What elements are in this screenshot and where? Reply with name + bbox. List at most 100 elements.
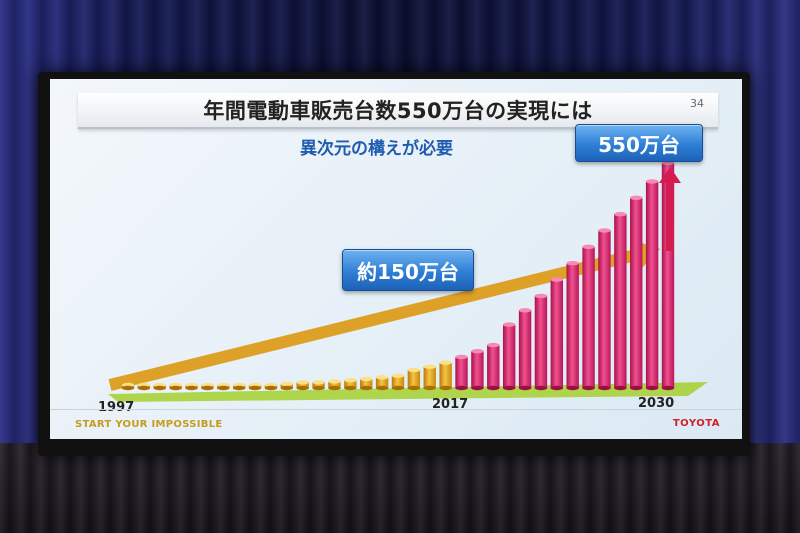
bar-base-2006 bbox=[264, 385, 278, 391]
up-arrow-shaft bbox=[666, 181, 674, 251]
bar-base-2030 bbox=[645, 385, 659, 391]
bar-2012 bbox=[360, 379, 373, 388]
bar-base-1999 bbox=[153, 385, 166, 391]
bar-base-1997 bbox=[121, 385, 135, 391]
bar-2027 bbox=[598, 230, 611, 388]
bar-2023 bbox=[534, 295, 548, 388]
bar-2018 bbox=[455, 356, 468, 388]
bar-top-2020 bbox=[487, 342, 500, 348]
bar-top-2011 bbox=[344, 378, 357, 383]
bar-2015 bbox=[407, 370, 421, 388]
bar-top-2015 bbox=[407, 367, 421, 373]
bar-2025 bbox=[566, 263, 579, 388]
bar-base-2000 bbox=[169, 385, 182, 391]
bar-base-2007 bbox=[280, 385, 294, 391]
bar-2020 bbox=[487, 345, 500, 388]
bar-base-2005 bbox=[248, 385, 262, 391]
bar-2022 bbox=[518, 310, 532, 388]
bar-top-2026 bbox=[582, 244, 595, 250]
bar-2008 bbox=[296, 382, 309, 388]
tick-label-2017: 2017 bbox=[432, 397, 469, 412]
tick-label-1997: 1997 bbox=[98, 400, 135, 415]
bar-base-2025 bbox=[566, 385, 579, 391]
bar-2019 bbox=[471, 351, 484, 388]
badge-550-target: 550万台 bbox=[575, 124, 703, 162]
bar-base-2014 bbox=[391, 385, 405, 391]
bar-base-2019 bbox=[471, 385, 484, 391]
bar-base-2018 bbox=[455, 385, 468, 391]
bar-base-2021 bbox=[502, 385, 516, 391]
bar-top-2023 bbox=[534, 293, 548, 299]
bar-base-2020 bbox=[487, 385, 500, 391]
bar-top-2009 bbox=[312, 380, 325, 385]
bar-base-2026 bbox=[582, 385, 595, 391]
footer-logo-text: TOYOTA bbox=[672, 418, 720, 429]
bar-2014 bbox=[391, 375, 405, 388]
bar-top-2021 bbox=[502, 322, 516, 327]
bar-base-2009 bbox=[312, 385, 325, 391]
stage-floor bbox=[0, 443, 800, 533]
bar-top-2017 bbox=[439, 360, 452, 365]
growth-trend-arrow bbox=[108, 240, 660, 391]
slide-title: 年間電動車販売台数550万台の実現には bbox=[203, 99, 593, 123]
bar-2010 bbox=[328, 381, 341, 388]
bar-top-2022 bbox=[518, 308, 532, 313]
bar-top-2024 bbox=[550, 277, 564, 282]
bar-base-1998 bbox=[137, 385, 151, 391]
bar-base-2001 bbox=[185, 385, 198, 391]
bar-2011 bbox=[344, 380, 357, 388]
slide-title-bar: 年間電動車販売台数550万台の実現には 34 bbox=[78, 93, 718, 129]
badge-150-current: 約150万台 bbox=[342, 249, 474, 291]
bar-base-2011 bbox=[344, 385, 357, 391]
bar-top-2008 bbox=[296, 380, 309, 385]
bar-2028 bbox=[614, 214, 627, 388]
bar-base-2031 bbox=[661, 385, 675, 391]
bar-top-2007 bbox=[280, 381, 294, 387]
bar-2016 bbox=[423, 366, 436, 388]
bar-base-2016 bbox=[423, 385, 436, 391]
bar-top-2025 bbox=[566, 261, 579, 266]
bar-2009 bbox=[312, 382, 325, 388]
bar-top-2010 bbox=[328, 379, 341, 384]
bar-top-2014 bbox=[391, 373, 405, 378]
bar-base-2010 bbox=[328, 385, 341, 391]
bar-base-2013 bbox=[375, 385, 389, 391]
bar-base-2023 bbox=[534, 385, 548, 391]
presentation-slide: 年間電動車販売台数550万台の実現には 34 異次元の構えが必要 550万台 約… bbox=[50, 79, 742, 439]
footer-divider bbox=[50, 409, 742, 410]
bar-base-2003 bbox=[217, 385, 230, 391]
bar-base-2027 bbox=[598, 385, 611, 391]
bar-top-2013 bbox=[375, 375, 389, 380]
bar-2021 bbox=[502, 324, 516, 388]
bar-2024 bbox=[550, 279, 564, 388]
up-arrow-head bbox=[659, 167, 681, 183]
bar-top-2029 bbox=[630, 195, 643, 200]
bar-2013 bbox=[375, 377, 389, 388]
bar-top-2030 bbox=[645, 179, 659, 184]
bar-base-2008 bbox=[296, 385, 309, 391]
bar-2029 bbox=[630, 197, 643, 388]
bar-base-2015 bbox=[407, 385, 421, 391]
footer-slogan: START YOUR IMPOSSIBLE bbox=[75, 419, 223, 430]
bar-2017 bbox=[439, 362, 452, 388]
sales-bar-chart bbox=[108, 160, 708, 402]
bar-base-2002 bbox=[201, 385, 214, 391]
page-number: 34 bbox=[690, 97, 704, 110]
bar-top-2012 bbox=[360, 376, 373, 382]
bar-base-2029 bbox=[630, 385, 643, 391]
bar-top-2016 bbox=[423, 364, 436, 369]
bar-base-2028 bbox=[614, 385, 627, 391]
bar-2026 bbox=[582, 246, 595, 388]
bar-base-2017 bbox=[439, 385, 452, 391]
tick-label-2030: 2030 bbox=[638, 396, 675, 411]
bar-top-2019 bbox=[471, 348, 484, 354]
slide-subtitle: 異次元の構えが必要 bbox=[300, 139, 453, 159]
bar-top-2018 bbox=[455, 354, 468, 360]
bar-top-2027 bbox=[598, 228, 611, 233]
bar-2030 bbox=[645, 181, 659, 388]
bar-base-2012 bbox=[360, 385, 373, 391]
bar-base-2004 bbox=[232, 385, 246, 391]
bar-base-2022 bbox=[518, 385, 532, 391]
bar-base-2024 bbox=[550, 385, 564, 391]
bar-top-2028 bbox=[614, 211, 627, 217]
